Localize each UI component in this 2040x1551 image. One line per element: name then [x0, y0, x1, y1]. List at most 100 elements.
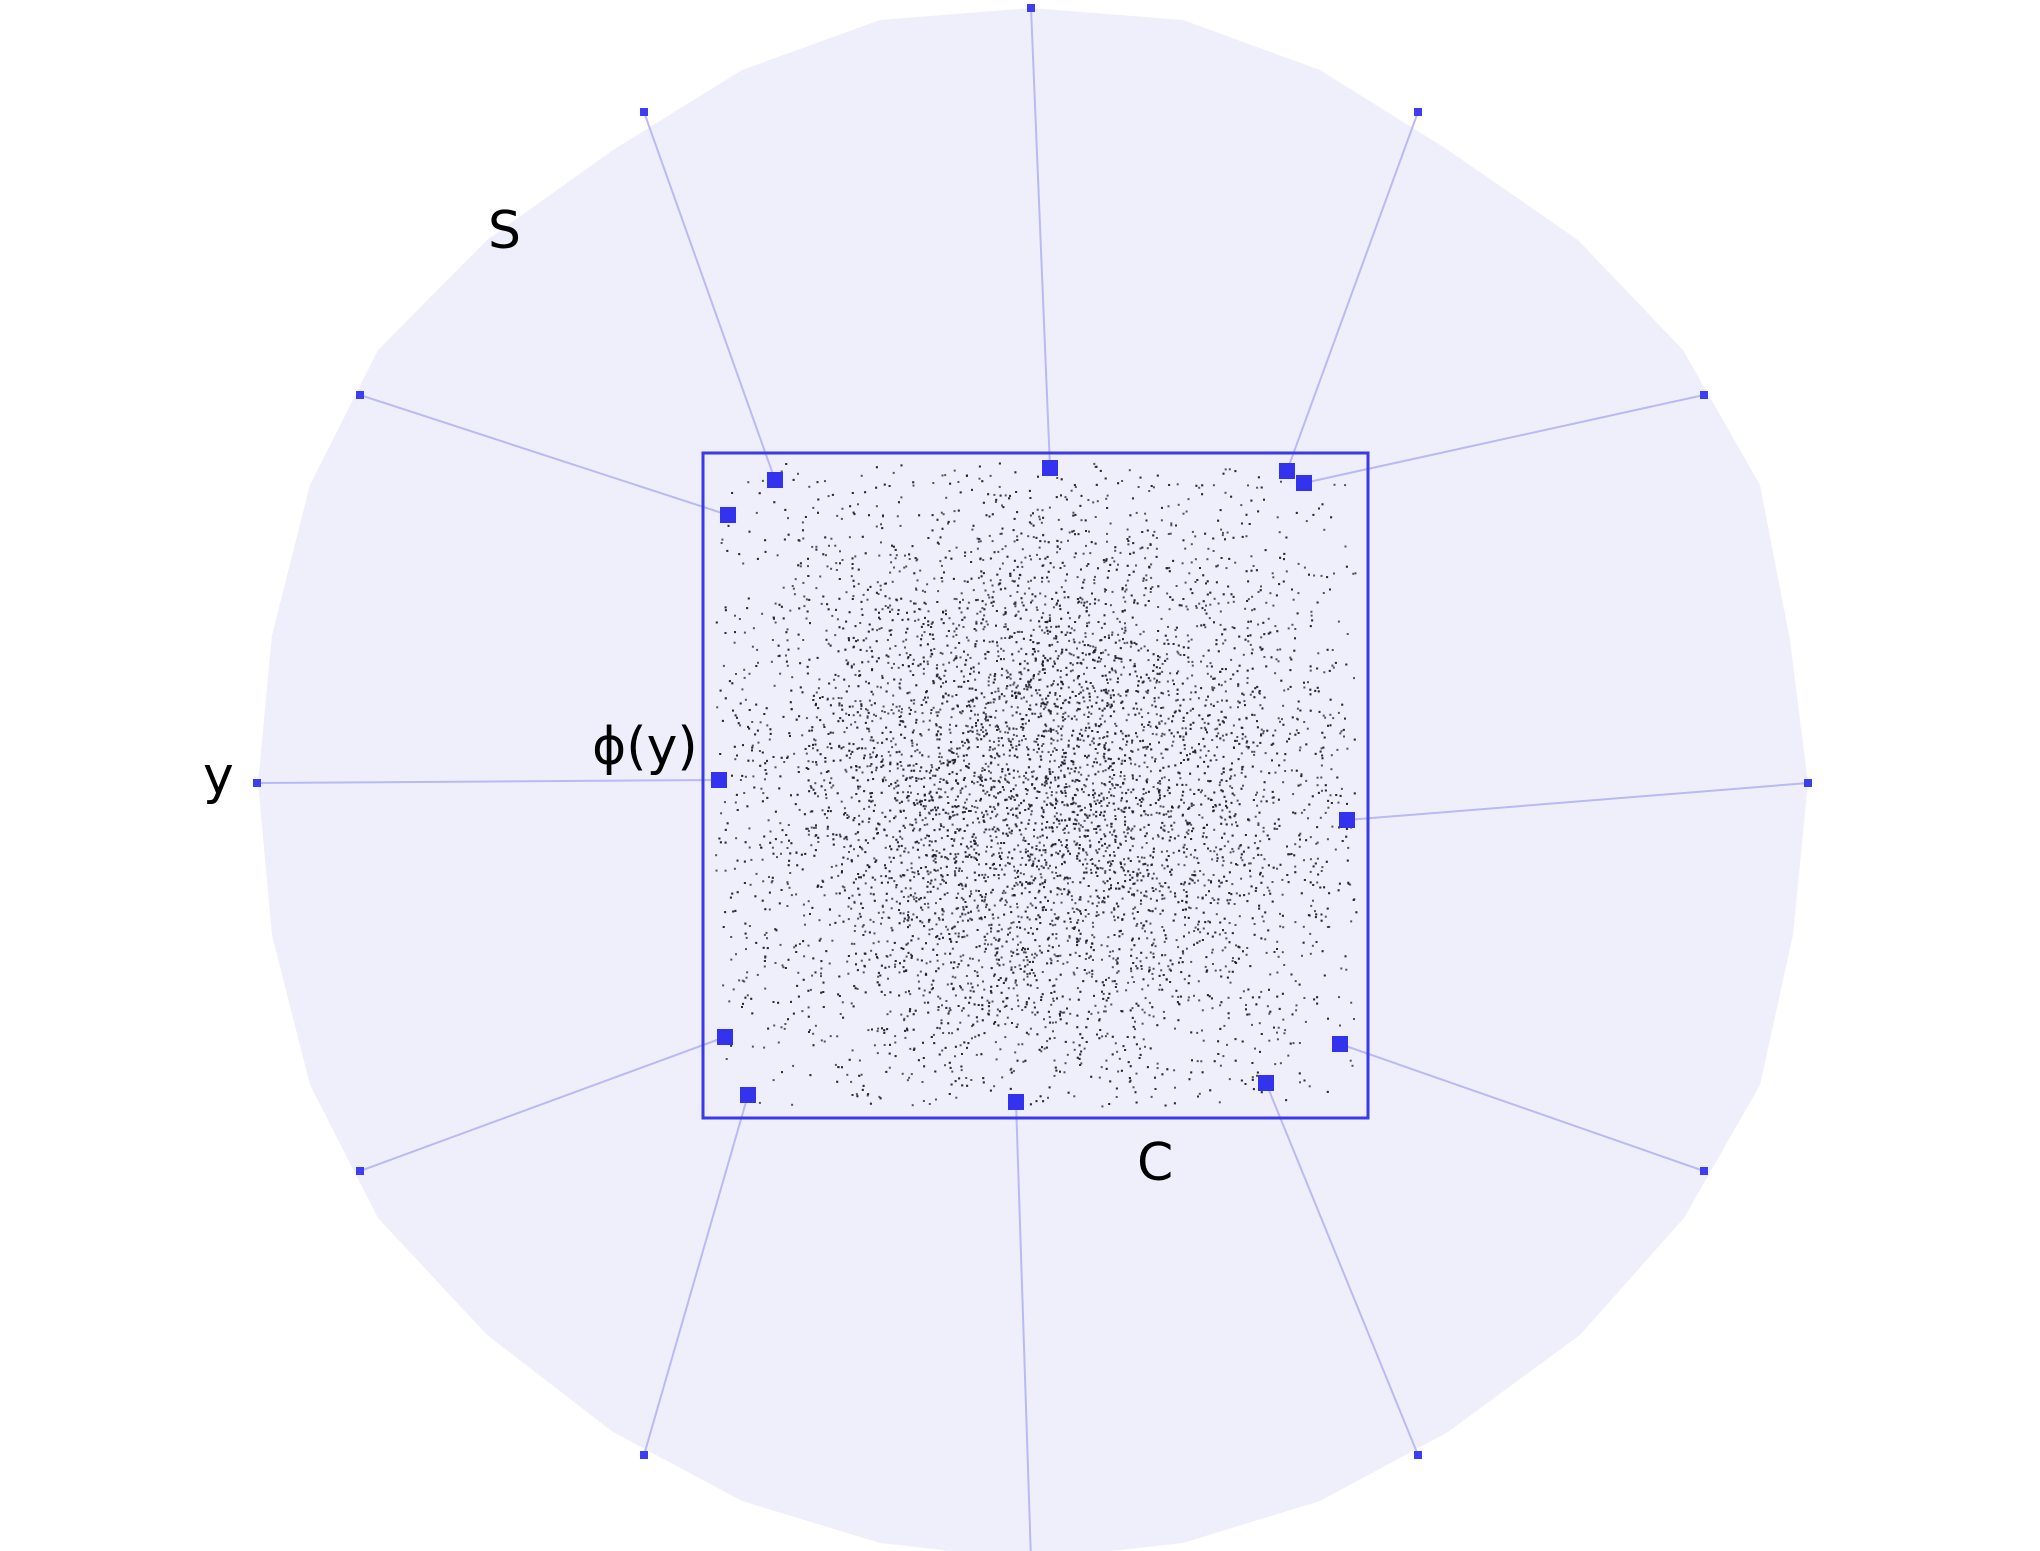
- scatter-point: [1127, 788, 1130, 791]
- scatter-point: [898, 686, 901, 689]
- scatter-point: [1232, 724, 1235, 727]
- scatter-point: [1154, 888, 1157, 891]
- scatter-point: [1069, 670, 1072, 673]
- scatter-point: [1187, 498, 1190, 501]
- scatter-point: [1055, 933, 1058, 935]
- scatter-point: [1140, 922, 1143, 925]
- scatter-point: [1128, 535, 1131, 538]
- scatter-point: [1207, 750, 1210, 752]
- scatter-point: [834, 1063, 837, 1066]
- scatter-point: [888, 856, 891, 859]
- scatter-point: [825, 797, 828, 800]
- scatter-point: [935, 923, 938, 926]
- scatter-point: [976, 612, 979, 615]
- scatter-point: [997, 740, 1000, 743]
- scatter-point: [1168, 566, 1171, 569]
- scatter-point: [1036, 508, 1039, 511]
- scatter-point: [904, 554, 906, 557]
- scatter-point: [1097, 1011, 1100, 1014]
- scatter-point: [1006, 861, 1009, 864]
- scatter-point: [1241, 766, 1243, 769]
- scatter-point: [1068, 531, 1071, 534]
- scatter-point: [879, 588, 882, 591]
- scatter-point: [966, 934, 969, 937]
- scatter-point: [897, 666, 900, 669]
- scatter-point: [914, 619, 917, 622]
- scatter-point: [839, 550, 841, 553]
- scatter-point: [1174, 1027, 1176, 1030]
- scatter-point: [893, 662, 895, 665]
- scatter-point: [937, 590, 940, 593]
- scatter-point: [1016, 630, 1019, 633]
- scatter-point: [1262, 830, 1265, 833]
- scatter-point: [913, 827, 916, 830]
- scatter-point: [1064, 698, 1067, 701]
- scatter-point: [830, 537, 833, 540]
- scatter-point: [1111, 966, 1114, 969]
- scatter-point: [1039, 873, 1042, 876]
- scatter-point: [751, 1045, 754, 1048]
- scatter-point: [959, 1044, 962, 1047]
- scatter-point: [880, 523, 882, 526]
- scatter-point: [1217, 732, 1220, 735]
- scatter-point: [1136, 803, 1139, 806]
- scatter-point: [1117, 563, 1119, 566]
- scatter-point: [960, 896, 963, 899]
- scatter-point: [936, 664, 939, 667]
- scatter-point: [919, 811, 921, 814]
- scatter-point: [1031, 599, 1034, 602]
- scatter-point: [1121, 810, 1124, 813]
- scatter-point: [1324, 811, 1327, 814]
- scatter-point: [984, 729, 987, 732]
- scatter-point: [960, 611, 963, 614]
- scatter-point: [862, 924, 865, 927]
- scatter-point: [966, 876, 969, 879]
- scatter-point: [1170, 522, 1173, 525]
- scatter-point: [1190, 805, 1193, 807]
- scatter-point: [1076, 576, 1079, 579]
- scatter-point: [951, 1032, 954, 1035]
- scatter-point: [912, 895, 915, 898]
- scatter-point: [956, 665, 958, 668]
- scatter-point: [1101, 958, 1103, 961]
- scatter-point: [1121, 791, 1124, 794]
- scatter-point: [1210, 675, 1213, 678]
- scatter-point: [1271, 881, 1274, 883]
- scatter-point: [938, 851, 941, 854]
- scatter-point: [854, 555, 857, 558]
- scatter-point: [999, 776, 1002, 779]
- scatter-point: [1023, 592, 1026, 595]
- scatter-point: [948, 617, 951, 620]
- scatter-point: [756, 973, 759, 976]
- scatter-point: [1221, 534, 1224, 537]
- scatter-point: [1002, 709, 1005, 712]
- scatter-point: [1276, 940, 1279, 943]
- scatter-point: [942, 910, 945, 913]
- scatter-point: [941, 1004, 943, 1007]
- scatter-point: [1174, 629, 1177, 631]
- scatter-point: [1242, 765, 1245, 768]
- scatter-point: [1030, 810, 1033, 813]
- scatter-point: [964, 555, 966, 557]
- scatter-point: [1083, 1047, 1086, 1050]
- scatter-point: [1120, 660, 1123, 663]
- projection-lines: [256, 7, 1809, 1551]
- scatter-point: [1309, 952, 1312, 955]
- scatter-point: [1122, 666, 1125, 669]
- scatter-point: [1093, 582, 1096, 585]
- scatter-point: [1053, 1037, 1056, 1039]
- scatter-point: [1189, 853, 1192, 856]
- scatter-point: [1155, 811, 1158, 814]
- scatter-point: [939, 867, 942, 870]
- scatter-point: [793, 946, 796, 949]
- scatter-point: [983, 942, 986, 945]
- scatter-point: [1013, 681, 1016, 684]
- scatter-point: [1112, 611, 1115, 614]
- scatter-point: [967, 1014, 970, 1017]
- scatter-point: [1304, 1020, 1307, 1023]
- scatter-point: [1014, 1051, 1017, 1054]
- scatter-point: [896, 779, 899, 782]
- scatter-point: [930, 798, 933, 801]
- scatter-point: [1078, 835, 1081, 838]
- scatter-point: [961, 837, 964, 840]
